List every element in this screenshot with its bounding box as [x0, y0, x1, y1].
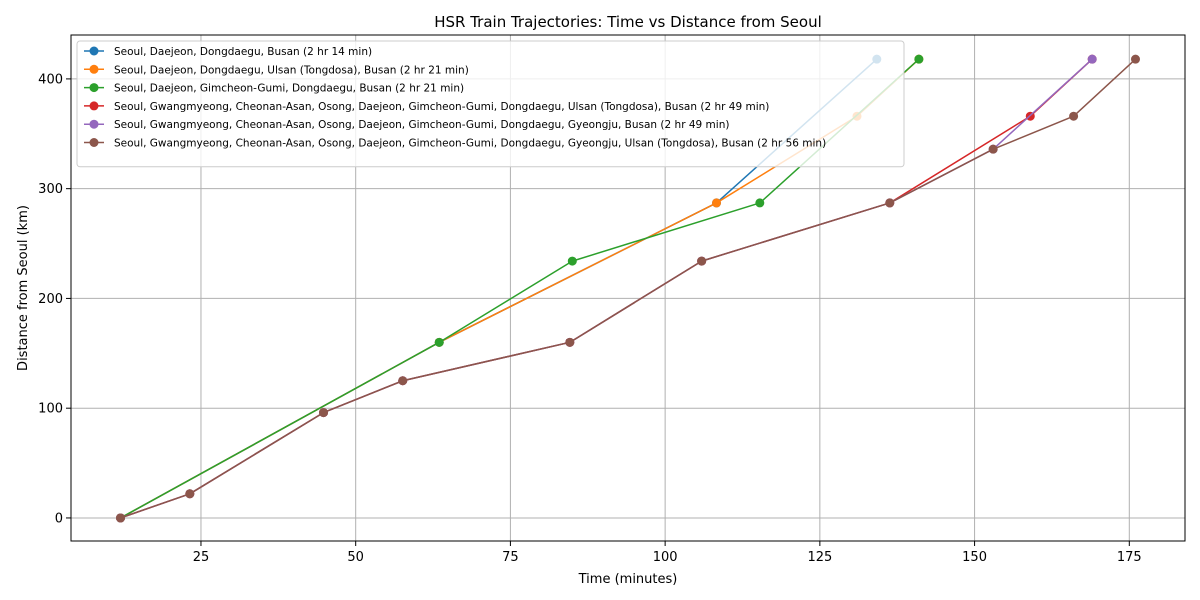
- x-tick-label: 125: [807, 550, 832, 565]
- data-point: [434, 337, 444, 347]
- y-tick-label: 0: [55, 511, 63, 526]
- legend-marker: [89, 46, 99, 56]
- y-axis-label: Distance from Seoul (km): [16, 205, 31, 371]
- data-point: [1130, 54, 1140, 64]
- data-point: [565, 337, 575, 347]
- legend-item: Seoul, Gwangmyeong, Cheonan-Asan, Osong,…: [84, 138, 826, 150]
- y-tick-label: 300: [38, 182, 63, 197]
- data-point: [712, 198, 722, 208]
- series-line: [120, 58, 1136, 519]
- x-tick-label: 150: [962, 550, 987, 565]
- legend-item: Seoul, Gwangmyeong, Cheonan-Asan, Osong,…: [84, 119, 729, 131]
- legend-marker: [89, 64, 99, 74]
- data-point: [988, 144, 998, 154]
- legend-item: Seoul, Daejeon, Dongdaegu, Busan (2 hr 1…: [84, 46, 372, 58]
- data-point: [1087, 54, 1097, 64]
- data-point: [885, 198, 895, 208]
- legend-item: Seoul, Gwangmyeong, Cheonan-Asan, Osong,…: [84, 101, 769, 113]
- y-tick-label: 200: [38, 292, 63, 307]
- legend-marker: [89, 119, 99, 129]
- y-tick-label: 100: [38, 402, 63, 417]
- legend-item: Seoul, Daejeon, Dongdaegu, Ulsan (Tongdo…: [84, 64, 469, 76]
- legend-marker: [89, 101, 99, 111]
- x-axis-label: Time (minutes): [578, 572, 678, 587]
- legend-item: Seoul, Daejeon, Gimcheon-Gumi, Dongdaegu…: [84, 83, 464, 95]
- legend-marker: [89, 138, 99, 147]
- x-tick-label: 25: [193, 550, 210, 565]
- legend-label: Seoul, Daejeon, Dongdaegu, Ulsan (Tongdo…: [114, 64, 469, 76]
- data-point: [398, 376, 408, 386]
- data-point: [567, 256, 577, 266]
- legend-label: Seoul, Gwangmyeong, Cheonan-Asan, Osong,…: [114, 101, 769, 113]
- x-tick-label: 50: [347, 550, 364, 565]
- legend-label: Seoul, Gwangmyeong, Cheonan-Asan, Osong,…: [114, 138, 826, 150]
- series-6: [116, 54, 1140, 523]
- chart-title: HSR Train Trajectories: Time vs Distance…: [434, 13, 822, 31]
- legend-marker: [89, 83, 99, 93]
- legend-label: Seoul, Daejeon, Gimcheon-Gumi, Dongdaegu…: [114, 83, 464, 95]
- legend-label: Seoul, Daejeon, Dongdaegu, Busan (2 hr 1…: [114, 46, 372, 58]
- x-tick-label: 75: [502, 550, 519, 565]
- data-point: [319, 408, 329, 418]
- data-point: [1069, 111, 1079, 121]
- data-point: [755, 198, 765, 208]
- legend: Seoul, Daejeon, Dongdaegu, Busan (2 hr 1…: [76, 40, 905, 168]
- legend-label: Seoul, Gwangmyeong, Cheonan-Asan, Osong,…: [114, 119, 729, 131]
- data-point: [185, 489, 195, 499]
- y-tick-label: 400: [38, 72, 63, 87]
- data-point: [914, 54, 924, 64]
- plot-frame: [70, 34, 1186, 542]
- ticks: 25 50 75 100 125 150 175 0 100 200 300 400: [38, 72, 1142, 565]
- x-tick-label: 100: [653, 550, 678, 565]
- x-tick-label: 175: [1117, 550, 1142, 565]
- legend-box: [76, 40, 905, 168]
- data-point: [697, 256, 707, 266]
- data-point: [116, 513, 126, 523]
